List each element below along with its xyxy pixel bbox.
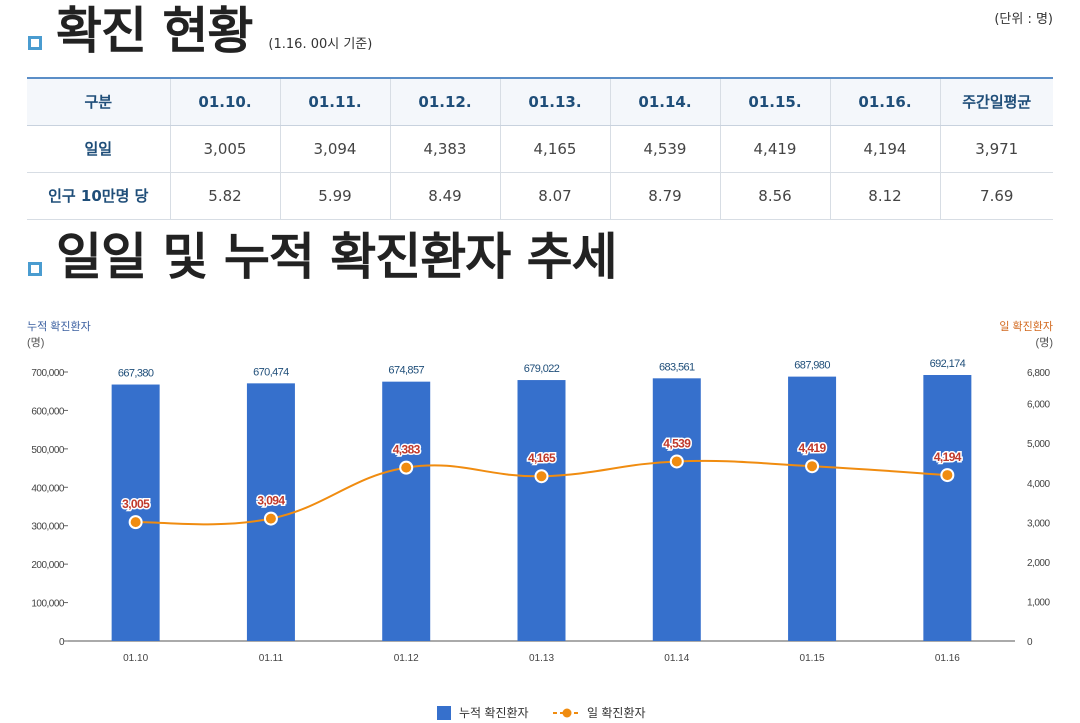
line-point-daily [263, 511, 278, 526]
legend-line-marker [562, 708, 572, 718]
bar-data-label: 670,474 [253, 366, 289, 378]
header-cell: 구분 [27, 77, 171, 126]
table-cell: 8.07 [500, 172, 611, 220]
right-tick-label: 6,000 [1027, 400, 1050, 411]
right-tick-label: 2,000 [1027, 558, 1050, 569]
x-tick-label: 01.15 [800, 653, 825, 664]
section-trend-header: 일일 및 누적 확진환자 추세 [28, 228, 618, 286]
bar-cumulative [382, 381, 431, 641]
left-tick-label: 700,000 [31, 368, 65, 379]
legend-label-daily: 일 확진환자 [587, 706, 646, 720]
line-data-label: 4,383 [393, 443, 421, 457]
section-square-icon [28, 262, 42, 276]
line-data-label: 4,194 [934, 450, 962, 464]
line-point-daily [669, 454, 684, 469]
bar-cumulative [517, 380, 566, 641]
right-tick-label: 3,000 [1027, 518, 1050, 529]
header-cell: 주간일평균 [940, 77, 1053, 126]
daily-stats-table: 구분 01.10. 01.11. 01.12. 01.13. 01.14. 01… [27, 77, 1053, 220]
right-tick-label: 5,000 [1027, 439, 1050, 450]
bar-data-label: 687,980 [794, 360, 830, 372]
header-cell: 01.14. [610, 77, 721, 126]
table-cell: 8.79 [610, 172, 721, 220]
bar-cumulative [111, 384, 160, 641]
right-axis-title: 일 확진환자 [999, 319, 1053, 333]
row-header: 일일 [27, 125, 171, 173]
x-tick-label: 01.12 [394, 653, 419, 664]
reference-time: (1.16. 00시 기준) [268, 37, 373, 52]
table-cell: 3,005 [170, 125, 281, 173]
table-row-per-100k: 인구 10만명 당 5.82 5.99 8.49 8.07 8.79 8.56 … [27, 172, 1053, 220]
table-cell: 8.56 [720, 172, 831, 220]
bar-cumulative [788, 376, 837, 641]
bar-data-label: 679,022 [524, 363, 560, 375]
section-title-trend: 일일 및 누적 확진환자 추세 [56, 228, 618, 286]
section-title-status: 확진 현황 [56, 2, 253, 60]
header-cell: 01.16. [830, 77, 941, 126]
x-tick-label: 01.16 [935, 653, 960, 664]
bar-data-label: 667,380 [118, 368, 154, 380]
right-tick-label: 1,000 [1027, 597, 1050, 608]
line-data-label: 3,005 [122, 497, 150, 511]
line-point-daily [534, 469, 549, 484]
line-point-daily [805, 459, 820, 474]
table-header-row: 구분 01.10. 01.11. 01.12. 01.13. 01.14. 01… [27, 77, 1053, 126]
line-point-daily [940, 468, 955, 483]
right-tick-label: 6,800 [1027, 368, 1050, 379]
left-axis-unit: (명) [27, 336, 44, 349]
bar-data-label: 692,174 [930, 358, 966, 370]
table-cell: 5.99 [280, 172, 391, 220]
line-data-label: 4,539 [663, 436, 691, 450]
left-tick-label: 500,000 [31, 445, 65, 456]
left-tick-label: 0 [59, 637, 65, 648]
left-tick-label: 400,000 [31, 483, 65, 494]
table-cell: 4,165 [500, 125, 611, 173]
bar-cumulative [923, 375, 972, 641]
line-data-label: 4,165 [528, 451, 556, 465]
line-data-label: 3,094 [257, 494, 285, 508]
table-cell: 4,383 [390, 125, 501, 173]
bar-data-label: 683,561 [659, 361, 695, 373]
right-tick-label: 0 [1027, 637, 1033, 648]
line-point-daily [399, 460, 414, 475]
header-cell: 01.13. [500, 77, 611, 126]
row-header: 인구 10만명 당 [27, 172, 171, 220]
table-cell: 3,094 [280, 125, 391, 173]
left-tick-label: 300,000 [31, 522, 65, 533]
header-cell: 01.15. [720, 77, 831, 126]
line-data-label: 4,419 [799, 441, 827, 455]
section-status-header: 확진 현황 (1.16. 00시 기준) [28, 6, 372, 56]
table-cell: 8.12 [830, 172, 941, 220]
table-cell: 4,419 [720, 125, 831, 173]
header-cell: 01.11. [280, 77, 391, 126]
legend-bar-swatch [437, 706, 451, 720]
table-cell: 7.69 [940, 172, 1053, 220]
header-cell: 01.10. [170, 77, 281, 126]
right-axis-unit: (명) [1036, 336, 1053, 349]
unit-label: (단위 : 명) [994, 12, 1053, 27]
left-axis-title: 누적 확진환자 [27, 320, 91, 333]
line-point-daily [128, 515, 143, 530]
bar-cumulative [652, 378, 701, 641]
x-tick-label: 01.11 [259, 653, 284, 664]
table-cell: 8.49 [390, 172, 501, 220]
left-tick-label: 600,000 [31, 406, 65, 417]
x-tick-label: 01.10 [123, 653, 148, 664]
table-cell: 4,194 [830, 125, 941, 173]
left-tick-label: 100,000 [31, 599, 65, 610]
trend-chart: 누적 확진환자 (명) 일 확진환자 (명) 0 100,000 200,000 300,00… [27, 319, 1053, 720]
legend-label-cumulative: 누적 확진환자 [459, 706, 529, 720]
right-tick-label: 4,000 [1027, 479, 1050, 490]
table-cell: 3,971 [940, 125, 1053, 173]
section-square-icon [28, 36, 42, 50]
bar-data-label: 674,857 [388, 365, 424, 377]
left-tick-label: 200,000 [31, 560, 65, 571]
table-cell: 5.82 [170, 172, 281, 220]
x-tick-label: 01.13 [529, 653, 554, 664]
x-tick-label: 01.14 [664, 653, 689, 664]
table-cell: 4,539 [610, 125, 721, 173]
table-row-daily: 일일 3,005 3,094 4,383 4,165 4,539 4,419 4… [27, 125, 1053, 173]
header-cell: 01.12. [390, 77, 501, 126]
